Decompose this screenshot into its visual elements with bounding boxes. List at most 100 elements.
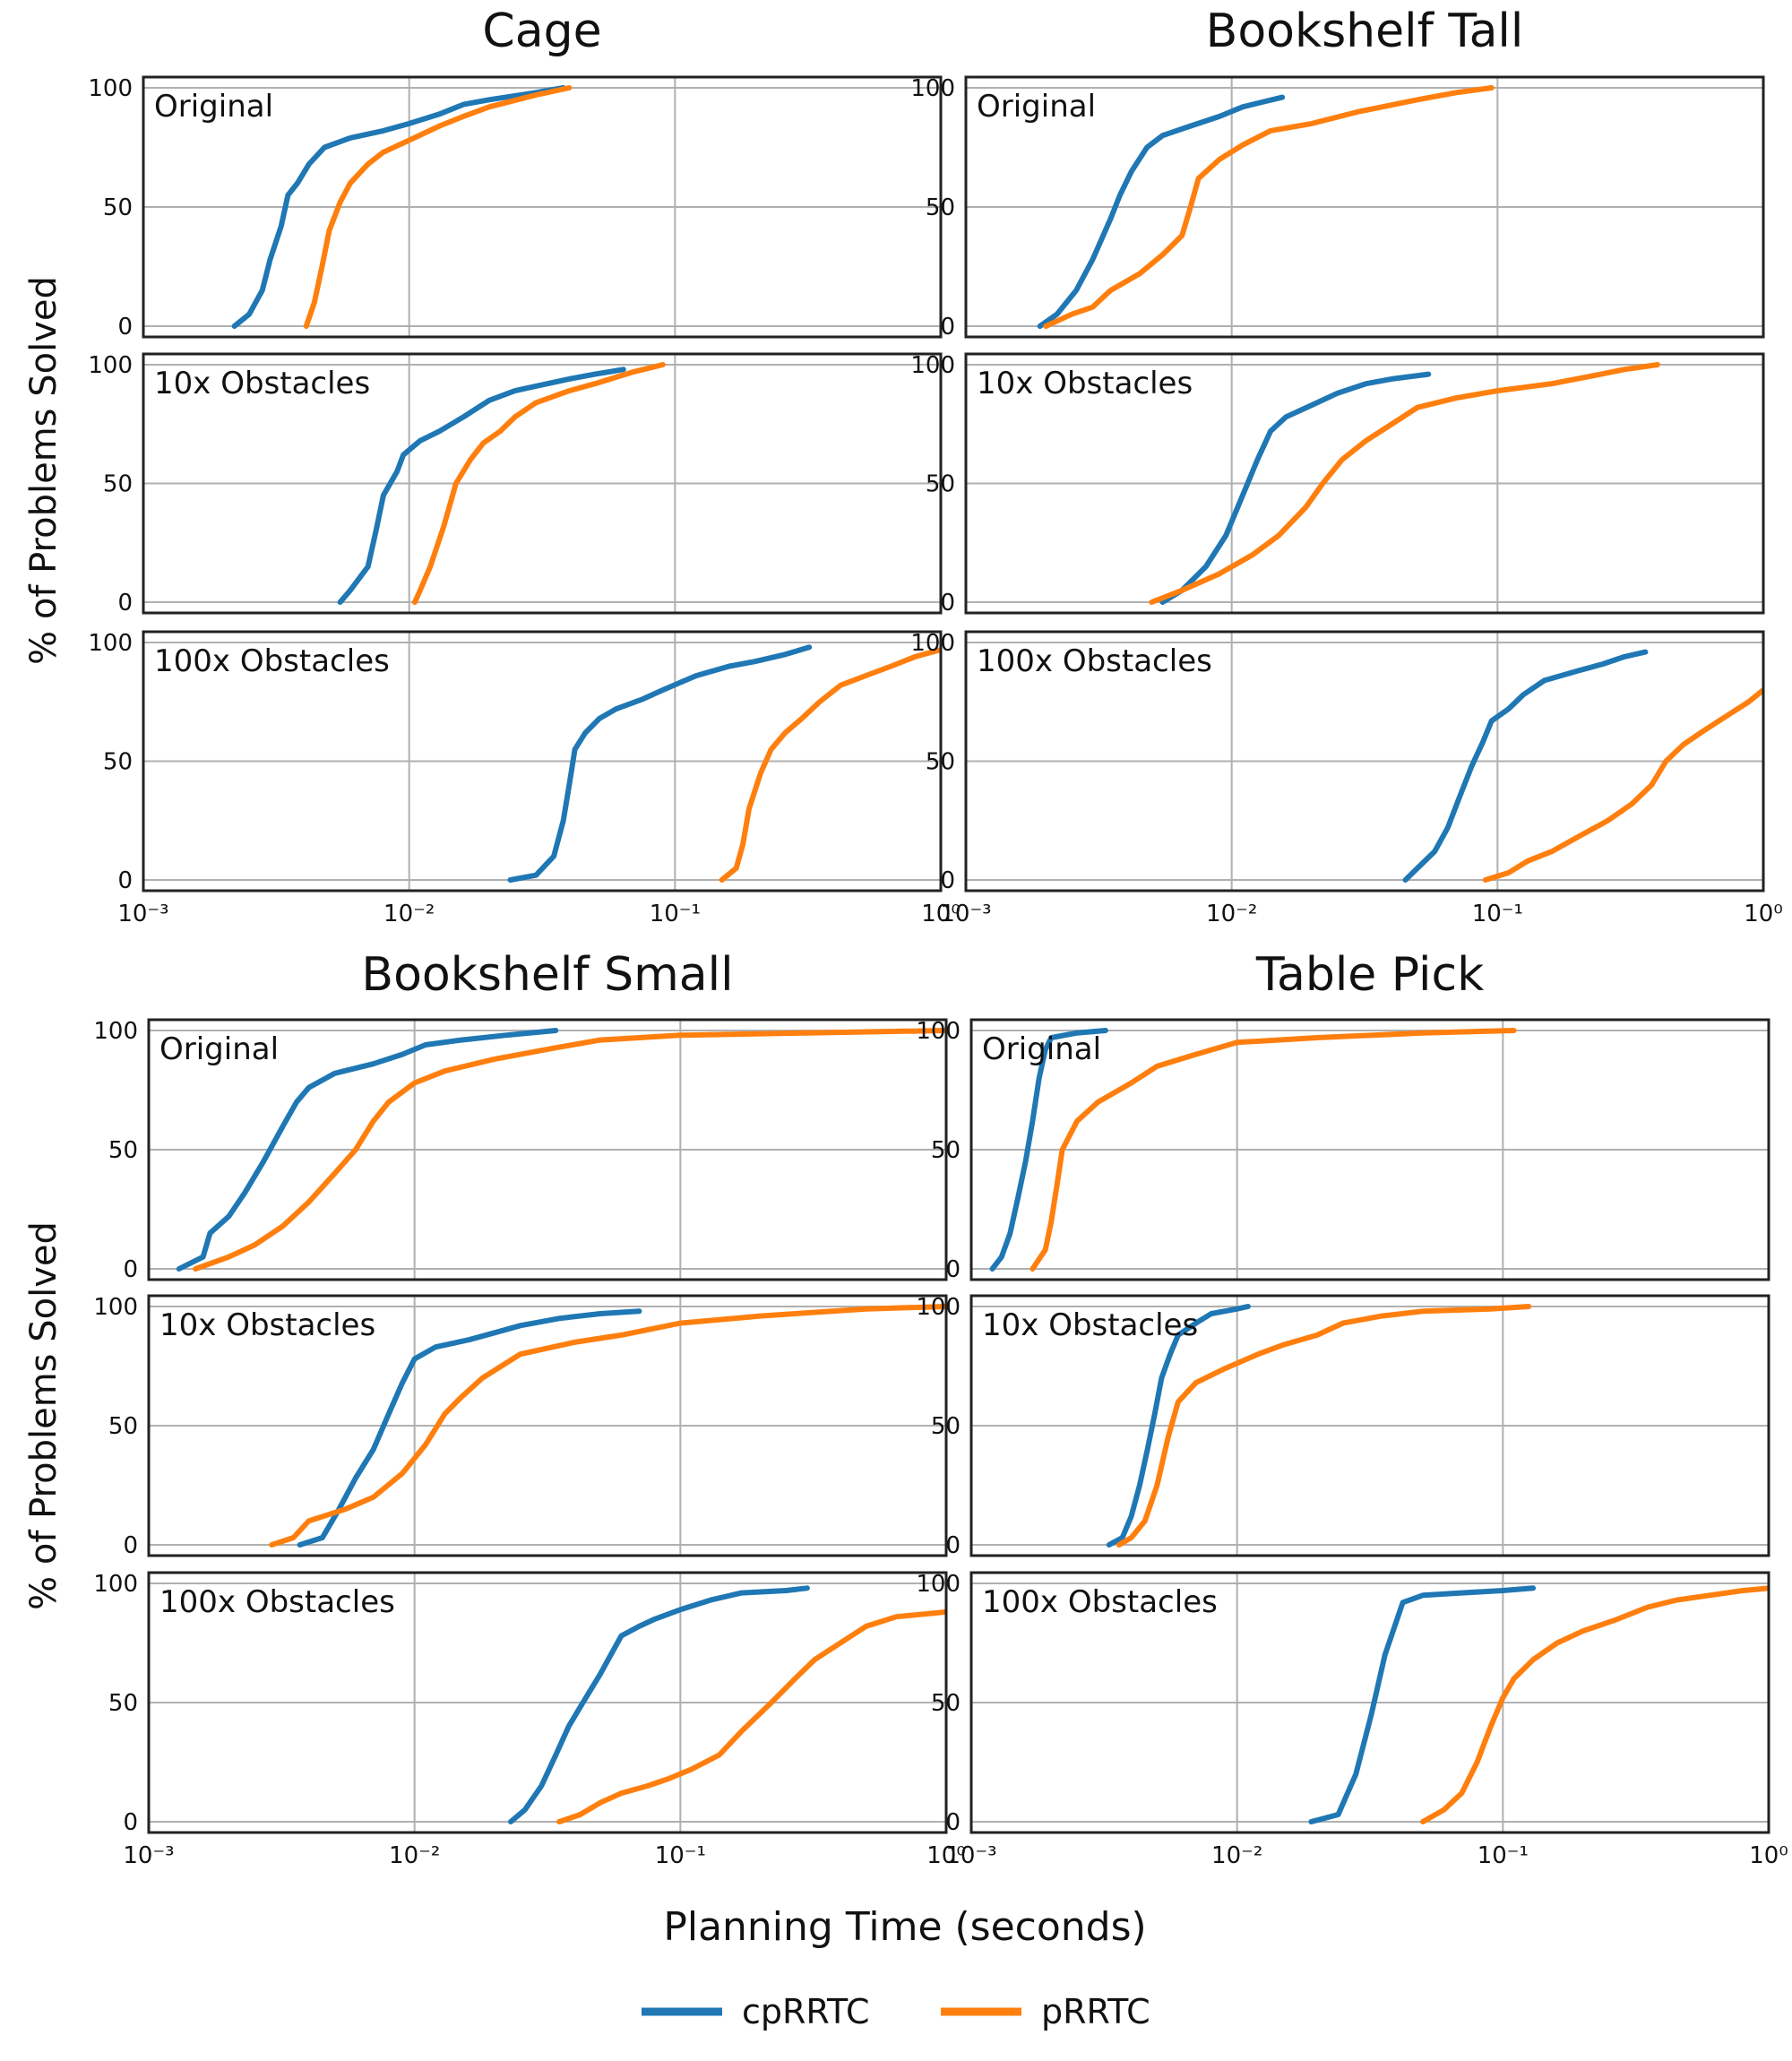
panel-frame bbox=[964, 75, 1765, 339]
series-line-cprrtc bbox=[1037, 94, 1286, 329]
panel-label: Original bbox=[977, 89, 1096, 125]
series-line-cprrtc bbox=[508, 1585, 810, 1824]
y-tick-label: 0 bbox=[945, 1256, 961, 1283]
y-tick-label: 50 bbox=[108, 1137, 138, 1164]
panel-bookshelf-small-10x-obstacles: 0 50 100 10x Obstacles bbox=[93, 1294, 948, 1559]
y-tick-label: 100 bbox=[910, 630, 955, 657]
y-tick-label: 0 bbox=[940, 314, 955, 341]
y-tick-label: 0 bbox=[123, 1532, 138, 1559]
chart-title-cage: Cage bbox=[482, 4, 601, 58]
series-line-cprrtc bbox=[1159, 371, 1432, 605]
y-tick-label: 0 bbox=[117, 590, 133, 617]
y-tick-label: 50 bbox=[108, 1690, 138, 1717]
panel-cage-100x-obstacles: 0 50 100 100x Obstacles 10⁻³ 10⁻² 10⁻¹ 10⁰ bbox=[88, 630, 960, 927]
y-tick-label: 0 bbox=[945, 1532, 961, 1559]
chart-title-bookshelf-tall: Bookshelf Tall bbox=[1206, 4, 1524, 58]
panel-frame bbox=[147, 1018, 948, 1281]
panel-table-pick-10x-obstacles: 0 50 100 10x Obstacles bbox=[916, 1294, 1770, 1559]
panel-frame bbox=[969, 1571, 1770, 1834]
y-tick-label: 100 bbox=[916, 1294, 961, 1321]
y-tick-label: 100 bbox=[93, 1294, 138, 1321]
series-line-prrtc bbox=[1149, 362, 1660, 605]
y-tick-label: 50 bbox=[926, 471, 955, 498]
panel-cage-original: 0 50 100 Original bbox=[88, 75, 943, 341]
y-tick-label: 100 bbox=[910, 352, 955, 379]
panel-label: 10x Obstacles bbox=[982, 1307, 1198, 1343]
panel-frame bbox=[964, 352, 1765, 615]
series-line-cprrtc bbox=[231, 85, 566, 329]
y-tick-label: 50 bbox=[926, 194, 955, 221]
y-tick-label: 100 bbox=[916, 1018, 961, 1045]
series-line-cprrtc bbox=[1106, 1304, 1251, 1548]
x-tick-label: 10⁻³ bbox=[117, 901, 168, 927]
panel-label: 100x Obstacles bbox=[154, 643, 390, 679]
y-tick-label: 100 bbox=[916, 1571, 961, 1598]
y-tick-label: 50 bbox=[926, 749, 955, 776]
x-tick-label: 10⁰ bbox=[1749, 1842, 1788, 1869]
y-tick-label: 100 bbox=[910, 75, 955, 102]
x-tick-label: 10⁻¹ bbox=[655, 1842, 706, 1869]
series-line-prrtc bbox=[719, 647, 941, 883]
chart-title-table-pick: Table Pick bbox=[1255, 948, 1484, 1002]
panel-frame bbox=[147, 1571, 948, 1834]
panel-frame bbox=[147, 1294, 948, 1557]
x-tick-label: 10⁻² bbox=[1206, 901, 1257, 927]
panel-frame bbox=[969, 1294, 1770, 1557]
series-line-cprrtc bbox=[1308, 1585, 1537, 1824]
panel-frame bbox=[964, 630, 1765, 893]
panel-bookshelf-small-100x-obstacles: 0 50 100 100x Obstacles 10⁻³ 10⁻² 10⁻¹ 10⁰ bbox=[93, 1571, 965, 1869]
y-tick-label: 50 bbox=[103, 471, 133, 498]
panel-label: 10x Obstacles bbox=[159, 1307, 375, 1343]
series-line-prrtc bbox=[269, 1304, 946, 1548]
chart-cage: Cage 0 50 100 Original 0 50 100 10x Obstacles 0 50… bbox=[88, 4, 960, 927]
chart-bookshelf-tall: Bookshelf Tall 0 50 100 Original 0 50 100 10x Ob… bbox=[910, 4, 1782, 927]
y-tick-label: 50 bbox=[103, 194, 133, 221]
series-line-cprrtc bbox=[297, 1308, 642, 1548]
panel-bookshelf-small-original: 0 50 100 Original bbox=[93, 1018, 948, 1283]
legend-label-cprrtc: cpRRTC bbox=[742, 1992, 870, 2031]
series-line-prrtc bbox=[1482, 687, 1763, 883]
chart-title-bookshelf-small: Bookshelf Small bbox=[361, 948, 733, 1002]
y-tick-label: 0 bbox=[940, 867, 955, 894]
panel-label: Original bbox=[154, 89, 273, 125]
y-tick-label: 0 bbox=[945, 1809, 961, 1836]
panel-bookshelf-tall-10x-obstacles: 0 50 100 10x Obstacles bbox=[910, 352, 1765, 617]
x-tick-label: 10⁰ bbox=[926, 1842, 966, 1869]
y-tick-label: 100 bbox=[88, 75, 133, 102]
chart-table-pick: Table Pick 0 50 100 Original 0 50 100 10x Obstac… bbox=[916, 948, 1788, 1869]
y-tick-label: 50 bbox=[103, 749, 133, 776]
panel-label: Original bbox=[159, 1031, 279, 1067]
panel-frame bbox=[142, 75, 943, 339]
series-line-prrtc bbox=[303, 85, 573, 329]
x-tick-label: 10⁻³ bbox=[945, 1842, 996, 1869]
x-tick-label: 10⁻³ bbox=[123, 1842, 174, 1869]
y-tick-label: 0 bbox=[940, 590, 955, 617]
panel-label: Original bbox=[982, 1031, 1101, 1067]
y-tick-label: 50 bbox=[931, 1690, 961, 1717]
y-tick-label: 50 bbox=[931, 1413, 961, 1440]
series-line-prrtc bbox=[1043, 85, 1495, 329]
series-line-cprrtc bbox=[1402, 649, 1649, 883]
y-tick-label: 100 bbox=[93, 1018, 138, 1045]
series-line-prrtc bbox=[556, 1608, 946, 1824]
y-axis-label-bottom: % of Problems Solved bbox=[23, 1221, 65, 1610]
chart-bookshelf-small: Bookshelf Small 0 50 100 Original 0 50 100 10x O… bbox=[93, 948, 965, 1869]
y-tick-label: 0 bbox=[117, 867, 133, 894]
legend-label-prrtc: pRRTC bbox=[1041, 1992, 1150, 2031]
series-line-cprrtc bbox=[989, 1028, 1108, 1272]
x-tick-label: 10⁰ bbox=[1744, 901, 1783, 927]
y-tick-label: 100 bbox=[88, 352, 133, 379]
y-tick-label: 100 bbox=[93, 1571, 138, 1598]
x-tick-label: 10⁻¹ bbox=[1472, 901, 1523, 927]
panel-bookshelf-tall-original: 0 50 100 Original bbox=[910, 75, 1765, 341]
panel-label: 100x Obstacles bbox=[977, 643, 1212, 679]
y-tick-label: 0 bbox=[123, 1809, 138, 1836]
x-tick-label: 10⁻² bbox=[389, 1842, 440, 1869]
y-tick-label: 50 bbox=[931, 1137, 961, 1164]
series-line-prrtc bbox=[193, 1028, 946, 1272]
y-axis-label-top: % of Problems Solved bbox=[23, 276, 65, 665]
y-tick-label: 50 bbox=[108, 1413, 138, 1440]
x-tick-label: 10⁻³ bbox=[940, 901, 991, 927]
panel-label: 10x Obstacles bbox=[154, 366, 370, 401]
series-line-prrtc bbox=[1030, 1028, 1517, 1272]
